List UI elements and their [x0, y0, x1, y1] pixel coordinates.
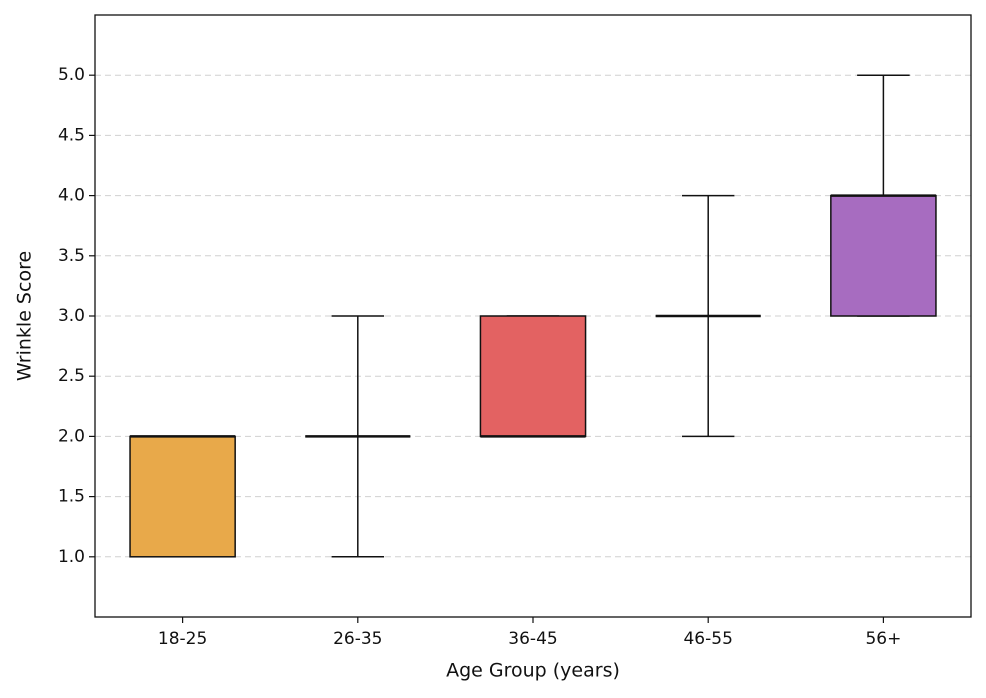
- y-tick-label: 2.0: [58, 426, 85, 446]
- x-axis-label: Age Group (years): [446, 660, 620, 682]
- box: [830, 194, 937, 317]
- x-tick-label: 18-25: [158, 629, 207, 649]
- y-tick-label: 3.0: [58, 306, 85, 326]
- x-tick-label: 46-55: [683, 629, 732, 649]
- y-tick-label: 3.5: [58, 246, 85, 266]
- y-tick-label: 2.5: [58, 366, 85, 386]
- x-tick-label: 56+: [865, 629, 901, 649]
- x-tick-label: 26-35: [333, 629, 382, 649]
- y-tick-label: 5.0: [58, 65, 85, 85]
- y-tick-label: 1.5: [58, 487, 85, 507]
- box: [479, 315, 587, 438]
- box: [129, 435, 236, 558]
- x-tick-label: 36-45: [508, 629, 557, 649]
- y-tick-label: 4.0: [58, 186, 85, 206]
- y-tick-label: 1.0: [58, 547, 85, 567]
- y-axis-label: Wrinkle Score: [14, 251, 36, 381]
- y-tick-label: 4.5: [58, 125, 85, 145]
- plot-frame: [94, 14, 972, 618]
